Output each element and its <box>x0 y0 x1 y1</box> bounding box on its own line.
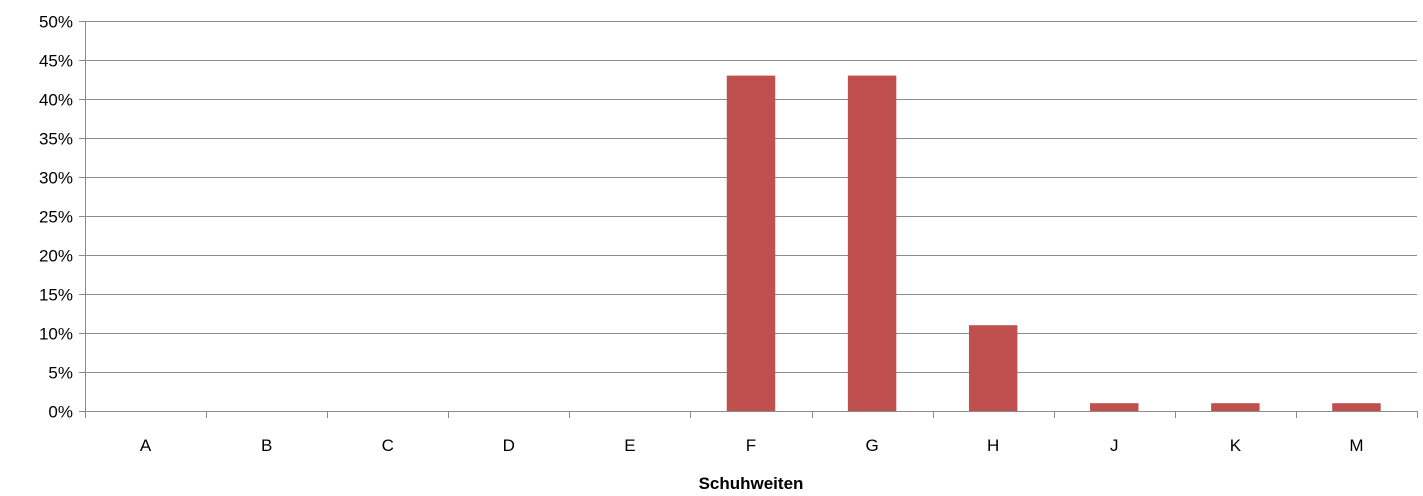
x-tick-label: H <box>987 436 999 455</box>
x-tick-label: K <box>1230 436 1242 455</box>
y-tick-label: 10% <box>39 325 73 344</box>
bar-g <box>847 75 897 411</box>
bar-k <box>1211 403 1260 411</box>
bar-f <box>726 75 776 411</box>
x-tick-label: A <box>140 436 152 455</box>
x-tick-label: D <box>503 436 515 455</box>
x-tick-label: G <box>865 436 878 455</box>
y-tick-label: 15% <box>39 286 73 305</box>
axes <box>79 21 1418 418</box>
y-tick-label: 20% <box>39 247 73 266</box>
bar-h <box>968 325 1018 411</box>
bar-m <box>1332 403 1381 411</box>
x-tick-label: M <box>1349 436 1363 455</box>
x-tick-label: F <box>746 436 756 455</box>
y-tick-label: 30% <box>39 169 73 188</box>
x-axis-title: Schuhweiten <box>699 474 804 493</box>
x-tick-label: B <box>261 436 272 455</box>
x-tick-label: J <box>1110 436 1119 455</box>
x-tick-label: C <box>382 436 394 455</box>
y-tick-label: 50% <box>39 13 73 32</box>
y-tick-label: 35% <box>39 130 73 149</box>
y-tick-label: 25% <box>39 208 73 227</box>
x-tick-label: E <box>624 436 635 455</box>
y-tick-label: 0% <box>48 403 73 422</box>
bars <box>726 75 1381 411</box>
y-tick-label: 40% <box>39 91 73 110</box>
y-tick-labels: 0% 5% 10% 15% 20% 25% 30% 35% 40% 45% 50% <box>39 13 73 422</box>
bar-j <box>1090 403 1139 411</box>
y-tick-label: 5% <box>48 364 73 383</box>
y-tick-label: 45% <box>39 52 73 71</box>
